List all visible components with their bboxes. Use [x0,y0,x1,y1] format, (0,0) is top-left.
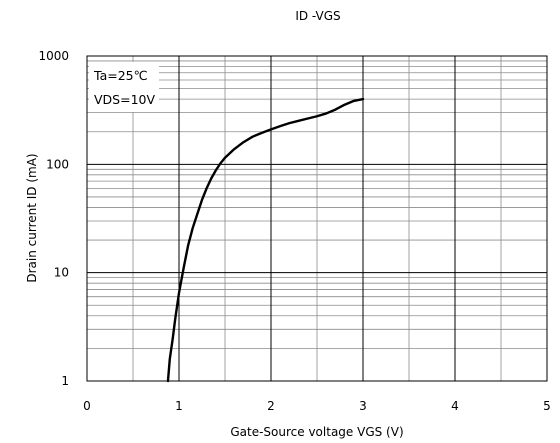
y-tick-label: 10 [54,266,69,280]
annotation-temperature: Ta=25℃ [93,68,148,83]
y-tick-label: 1000 [38,49,69,63]
y-tick-label: 1 [61,374,69,388]
x-tick-label: 0 [83,399,91,413]
x-tick-label: 1 [175,399,183,413]
series-line-id-vgs [166,97,365,383]
plot-frame [86,55,548,382]
y-tick-label: 100 [46,157,69,171]
annotation-vds: VDS=10V [94,92,155,107]
y-axis-label: Drain current ID (mA) [25,153,39,282]
annotation-box [89,62,159,112]
x-tick-label: 4 [451,399,459,413]
x-tick-label: 3 [359,399,367,413]
x-tick-labels: 0 1 2 3 4 5 [83,399,551,413]
grid-major [87,56,547,381]
grid-minor [87,56,547,381]
y-tick-labels: 1 10 100 1000 [38,49,69,388]
x-tick-label: 2 [267,399,275,413]
x-axis-label: Gate-Source voltage VGS (V) [230,425,403,439]
chart-title: ID -VGS [295,9,340,23]
x-tick-label: 5 [543,399,551,413]
